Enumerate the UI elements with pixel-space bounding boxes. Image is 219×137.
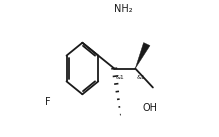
Text: NH₂: NH₂: [114, 4, 132, 14]
Polygon shape: [135, 43, 150, 68]
Text: F: F: [45, 97, 51, 107]
Text: &1: &1: [136, 75, 145, 80]
Text: &1: &1: [115, 75, 124, 80]
Text: OH: OH: [143, 103, 158, 113]
